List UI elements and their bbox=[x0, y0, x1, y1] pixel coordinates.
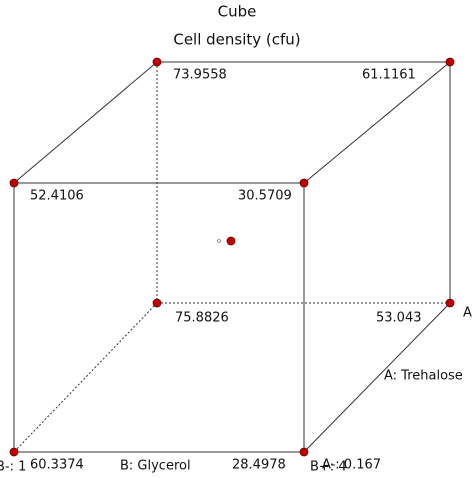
front-face bbox=[13, 182, 305, 453]
axis-b-high: B+: 4 bbox=[310, 460, 347, 475]
axis-a-low: A-: 0.167 bbox=[322, 458, 381, 473]
corner-point bbox=[9, 178, 19, 188]
axis-b-low: B-: 1 bbox=[0, 460, 26, 475]
axis-b-name: B: Glycerol bbox=[120, 459, 191, 474]
subtitle: Cell density (cfu) bbox=[173, 31, 300, 49]
edge bbox=[303, 61, 451, 184]
edge bbox=[13, 61, 158, 184]
corner-point bbox=[152, 57, 162, 67]
corner-point bbox=[9, 447, 19, 457]
center-marker bbox=[217, 239, 221, 243]
corner-value: 30.5709 bbox=[238, 189, 292, 204]
corner-point bbox=[299, 447, 309, 457]
corner-value: 61.1161 bbox=[362, 68, 416, 83]
hidden-edge bbox=[13, 302, 158, 453]
corner-point bbox=[445, 57, 455, 67]
corner-point bbox=[445, 298, 455, 308]
corner-value: 53.043 bbox=[376, 311, 422, 326]
corner-value: 52.4106 bbox=[30, 189, 84, 204]
corner-value: 75.8826 bbox=[175, 311, 229, 326]
axis-a-name: A: Trehalose bbox=[384, 369, 463, 384]
corner-value: 73.9558 bbox=[173, 68, 227, 83]
center-point bbox=[226, 236, 236, 246]
title: Cube bbox=[218, 3, 257, 21]
corner-value: 28.4978 bbox=[232, 458, 286, 473]
axis-a-high: A bbox=[463, 306, 472, 321]
edge bbox=[303, 302, 451, 453]
corner-point bbox=[152, 298, 162, 308]
corner-point bbox=[299, 178, 309, 188]
corner-value: 60.3374 bbox=[30, 458, 84, 473]
